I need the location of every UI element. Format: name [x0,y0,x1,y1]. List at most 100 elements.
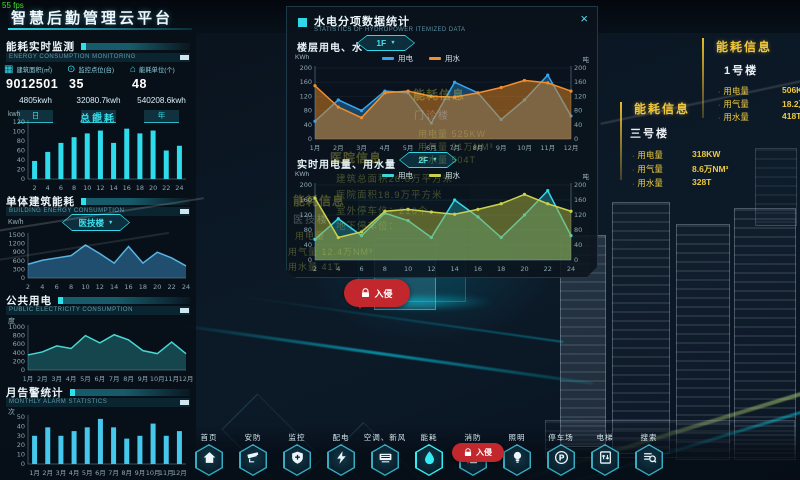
bullet: · [718,115,721,122]
svg-text:4月: 4月 [66,375,77,383]
header-bar [58,297,190,304]
svg-text:6月: 6月 [94,375,105,383]
nav-item-5[interactable]: 空调、新风 [363,432,407,476]
panel-accent-line [620,102,622,180]
item-label: 用气量 [637,164,663,174]
legend-label: 用电 [398,171,413,180]
bullet: · [632,153,635,160]
stat-value: 48 [132,77,147,91]
nav-item-11[interactable]: 搜索 [627,432,671,476]
panel-accent-line [702,38,704,118]
svg-text:100: 100 [13,128,25,136]
wireframe-building [676,224,730,460]
modal-title-icon [298,18,307,27]
svg-text:1500: 1500 [8,231,25,239]
svg-text:12月: 12月 [564,144,579,152]
legend-item: 用电 [382,53,413,64]
building-name: 1号楼 [724,65,759,77]
svg-text:P: P [558,453,564,462]
header-bar [81,43,190,50]
nav-label: 能耗 [420,433,438,442]
svg-text:12: 12 [96,283,104,291]
svg-text:200: 200 [13,357,25,365]
search-icon [642,450,657,470]
svg-text:0: 0 [21,274,25,282]
nav-item-1[interactable]: 首页 [187,432,231,476]
svg-text:900: 900 [13,248,25,256]
close-icon[interactable]: × [580,11,588,26]
building-selector-dropdown[interactable]: 医技楼 ▼ [62,214,130,231]
total-energy-chart: 0 20 40 60 80 100 120 2 4 6 8 10 12 14 16 18 20 22 24 [2,118,194,192]
selected-building: 医技楼 [78,217,105,228]
svg-text:14: 14 [450,265,458,273]
legend-item: 用水 [429,170,460,181]
svg-text:120: 120 [13,118,25,126]
header-bar [81,198,190,205]
page-title: 智慧后勤管理云平台 [11,10,174,27]
svg-text:40: 40 [304,121,312,129]
svg-text:22: 22 [162,184,170,192]
monitor-points-icon: ⊙ [67,64,76,75]
intrusion-alert-badge-nav[interactable]: 入侵 [452,443,504,464]
energy-info-panel-building3: 能耗信息 三号楼 · 用电量 318KW · 用气量 8.6万NM³ · 用水量 328T [620,98,750,191]
floor-section-label: 楼层用电、水 [297,43,363,54]
svg-text:600: 600 [13,257,25,265]
chart-legend: 用电 用水 [382,53,460,64]
fps-counter: 55 fps [2,1,24,10]
stat-row: ▦ 建筑面积(㎡) 9012501 ⊙ 监控点位(台) 35 ⌂ 能耗单位(个) 48 [4,64,194,91]
svg-text:1月: 1月 [310,144,321,152]
svg-text:6月: 6月 [426,144,437,152]
floor-selector-dropdown[interactable]: 1F ▼ [357,35,415,51]
svg-text:800: 800 [13,332,25,340]
panel-item: · 用水量 328T [632,177,750,191]
svg-text:40: 40 [17,422,25,430]
building-area-icon: ▦ [4,64,14,75]
svg-text:600: 600 [13,340,25,348]
realtime-floor-selector-dropdown[interactable]: 2F ▼ [399,152,457,168]
svg-text:18: 18 [139,283,147,291]
nav-item-9[interactable]: 停车场 P [539,432,583,476]
svg-text:0: 0 [21,366,25,374]
item-value: 18.2万NM³ [782,99,800,109]
nav-item-6[interactable]: 能耗 [407,432,451,476]
section-subtitle: PUBLIC ELECTRICITY CONSUMPTION [6,306,190,315]
nav-label: 安防 [244,433,262,442]
svg-text:80: 80 [17,137,25,145]
section-title: 能耗实时监测 [6,41,75,53]
svg-text:4月: 4月 [379,144,390,152]
svg-text:11月: 11月 [540,144,555,152]
water-drop-icon [422,450,437,470]
svg-text:5月: 5月 [80,375,91,383]
svg-text:40: 40 [574,121,582,129]
nav-item-4[interactable]: 配电 [319,432,363,476]
intrusion-alert-bubble[interactable]: 入侵 [344,279,410,309]
svg-text:8: 8 [72,184,76,192]
svg-text:0: 0 [308,256,312,264]
left-sidebar: 能耗实时监测 ENERGY CONSUMPTION MONITORING ▦ 建筑… [0,33,196,480]
nav-item-2[interactable]: 安防 [231,432,275,476]
svg-text:120: 120 [300,211,312,219]
svg-text:120: 120 [574,92,586,100]
svg-text:160: 160 [300,78,312,86]
bullet: · [632,167,635,174]
nav-item-3[interactable]: 监控 [275,432,319,476]
public-electricity-chart: 0 200 400 600 800 1000 1月 2月 3月 4月 5月 6月 7月 8月 9月 10月 11… [2,323,194,383]
section-header-building: 单体建筑能耗 [6,194,190,209]
svg-text:14: 14 [109,184,117,192]
nav-label: 监控 [288,433,306,442]
svg-text:3月: 3月 [51,375,62,383]
svg-text:0: 0 [21,175,25,183]
svg-text:200: 200 [300,181,312,189]
legend-label: 用电 [398,54,413,63]
elevator-icon [598,450,613,470]
item-value: 328T [692,177,712,187]
panel-item: · 用水量 418T [718,111,800,124]
stat-energy-units: ⌂ 能耗单位(个) 48 [130,64,193,91]
item-label: 用水量 [637,178,663,188]
svg-text:11月: 11月 [164,375,179,383]
total-value: 540208.6kwh [137,96,186,105]
nav-item-10[interactable]: 电梯 [583,432,627,476]
svg-text:9月: 9月 [496,144,507,152]
chevron-down-icon: ▼ [108,219,114,226]
